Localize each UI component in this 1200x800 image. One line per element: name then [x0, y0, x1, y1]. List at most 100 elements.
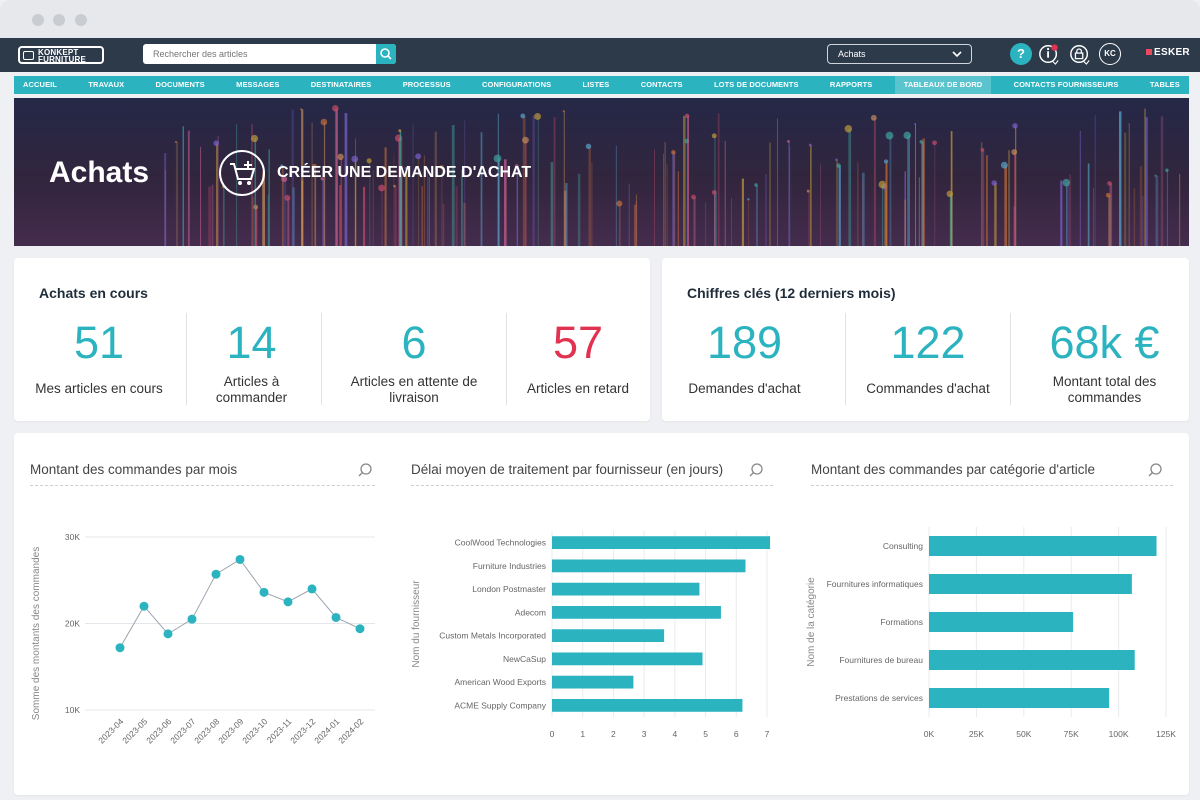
hero-streak — [741, 178, 744, 246]
hero-streak — [314, 166, 317, 246]
kpi-items-to-order[interactable]: 14 Articles à commander — [194, 318, 309, 406]
kpi-purchase-requests[interactable]: 189 Demandes d'achat — [677, 318, 812, 397]
nav-item[interactable]: CONFIGURATIONS — [482, 80, 552, 89]
x-tick-label: 100K — [1109, 729, 1129, 739]
hero-streak — [563, 111, 565, 246]
nav-item[interactable]: TABLES — [1149, 80, 1180, 89]
hero-streak — [553, 117, 556, 246]
x-tick-label: 75K — [1064, 729, 1079, 739]
nav-item[interactable]: PROCESSUS — [402, 80, 451, 89]
kpi-label: Commandes d'achat — [866, 381, 990, 396]
hero-streak — [714, 192, 716, 246]
hero-spark — [671, 150, 676, 155]
help-button[interactable]: ? — [1010, 43, 1032, 65]
hero-spark — [493, 154, 502, 163]
kpi-value: 189 — [706, 317, 783, 368]
window-dot-icon[interactable] — [53, 14, 65, 26]
hero-streak — [1008, 150, 1011, 246]
create-purchase-request-button[interactable]: CRÉER UNE DEMANDE D'ACHAT — [219, 150, 531, 196]
search-input[interactable] — [143, 44, 376, 64]
hero-spark — [806, 189, 810, 193]
nav-item[interactable]: TRAVAUX — [88, 80, 125, 89]
x-tick-label: 2023-10 — [240, 716, 269, 745]
hero-spark — [883, 159, 889, 164]
search-button[interactable] — [376, 44, 396, 64]
hero-spark — [754, 183, 758, 187]
kpi-value: 57 — [552, 317, 604, 368]
kpi-divider — [845, 313, 846, 405]
search-icon — [380, 48, 392, 60]
nav-item[interactable]: CONTACTS FOURNISSEURS — [1013, 80, 1119, 89]
nav-item[interactable]: LISTES — [582, 80, 610, 89]
data-point — [259, 587, 269, 597]
category-label: Prestations de services — [835, 693, 923, 703]
kpi-value: 51 — [73, 317, 125, 368]
window-dot-icon[interactable] — [75, 14, 87, 26]
x-tick-label: 2023-07 — [168, 716, 197, 745]
nav-item[interactable]: RAPPORTS — [829, 80, 873, 89]
bar — [552, 675, 634, 689]
nav-item[interactable]: DOCUMENTS — [155, 80, 205, 89]
context-select[interactable]: Achats — [827, 44, 972, 64]
nav-item[interactable]: TABLEAUX DE BORD — [894, 76, 992, 94]
x-tick-label: 125K — [1156, 729, 1176, 739]
user-initials: KC — [1104, 49, 1116, 58]
chart-title-monthly-amount: Montant des commandes par mois — [30, 462, 238, 477]
key-figures-card: Chiffres clés (12 derniers mois) 189 Dem… — [662, 258, 1189, 421]
hero-streak — [522, 115, 526, 246]
kpi-label: Mes articles en cours — [35, 381, 163, 396]
bar — [552, 652, 703, 666]
hero-streak — [705, 202, 707, 246]
hero-streak — [418, 156, 419, 246]
nav-item[interactable]: DESTINATAIRES — [310, 80, 372, 89]
hero-spark — [585, 143, 592, 150]
hero-spark — [711, 190, 717, 195]
hero-spark — [885, 131, 894, 140]
hero-streak — [323, 122, 326, 246]
category-label: Consulting — [883, 541, 923, 551]
bar-chart-supplier-delay: 0 1 2 3 4 5 6 7 CoolWood Technologies Furniture I… — [411, 531, 771, 739]
search-icon[interactable] — [1147, 462, 1163, 478]
kpi-my-items[interactable]: 51 Mes articles en cours — [24, 318, 174, 397]
hero-streak — [563, 190, 567, 246]
nav-item[interactable]: LOTS DE DOCUMENTS — [713, 80, 799, 89]
nav-item[interactable]: ACCUEIL — [23, 80, 58, 89]
y-tick-label: 30K — [65, 532, 80, 542]
bar — [552, 629, 665, 643]
hero-streak — [1060, 180, 1063, 246]
kpi-total-amount[interactable]: 68k € Montant total des commandes — [1032, 318, 1177, 406]
kpi-items-late[interactable]: 57 Articles en retard — [514, 318, 642, 397]
hero-streak — [1109, 183, 1113, 246]
hero-banner: Achats CRÉER UNE DEMANDE D'ACHAT — [14, 98, 1189, 246]
hero-streak — [369, 160, 371, 246]
hero-streak — [731, 198, 733, 246]
kpi-divider — [1010, 313, 1011, 405]
hero-streak — [384, 147, 387, 246]
hero-streak — [182, 126, 184, 246]
brand-logo[interactable]: KONKEPT FURNITURE — [18, 45, 104, 65]
search-icon[interactable] — [357, 462, 373, 478]
hero-streak — [393, 153, 395, 246]
hero-spark — [520, 113, 526, 119]
hero-streak — [311, 122, 313, 246]
category-label: Formations — [880, 617, 923, 627]
info-notification-icon[interactable] — [1038, 43, 1060, 65]
nav-item[interactable]: CONTACTS — [640, 80, 683, 89]
lock-icon[interactable] — [1069, 43, 1091, 65]
window-dot-icon[interactable] — [32, 14, 44, 26]
hero-streak — [1092, 188, 1094, 246]
hero-streak — [537, 116, 540, 246]
hero-streak — [362, 186, 366, 246]
kpi-purchase-orders[interactable]: 122 Commandes d'achat — [858, 318, 998, 397]
nav-item[interactable]: MESSAGES — [236, 80, 280, 89]
kpi-items-awaiting-delivery[interactable]: 6 Articles en attente de livraison — [349, 318, 479, 406]
hero-streak — [287, 197, 290, 246]
search-icon[interactable] — [748, 462, 764, 478]
hero-streak — [525, 140, 527, 246]
hero-streak — [1123, 132, 1127, 246]
hero-streak — [591, 162, 593, 246]
kpi-label: Montant total des commandes — [1052, 374, 1157, 405]
hero-streak — [217, 135, 220, 246]
user-avatar[interactable]: KC — [1099, 43, 1121, 65]
hero-spark — [250, 134, 259, 143]
